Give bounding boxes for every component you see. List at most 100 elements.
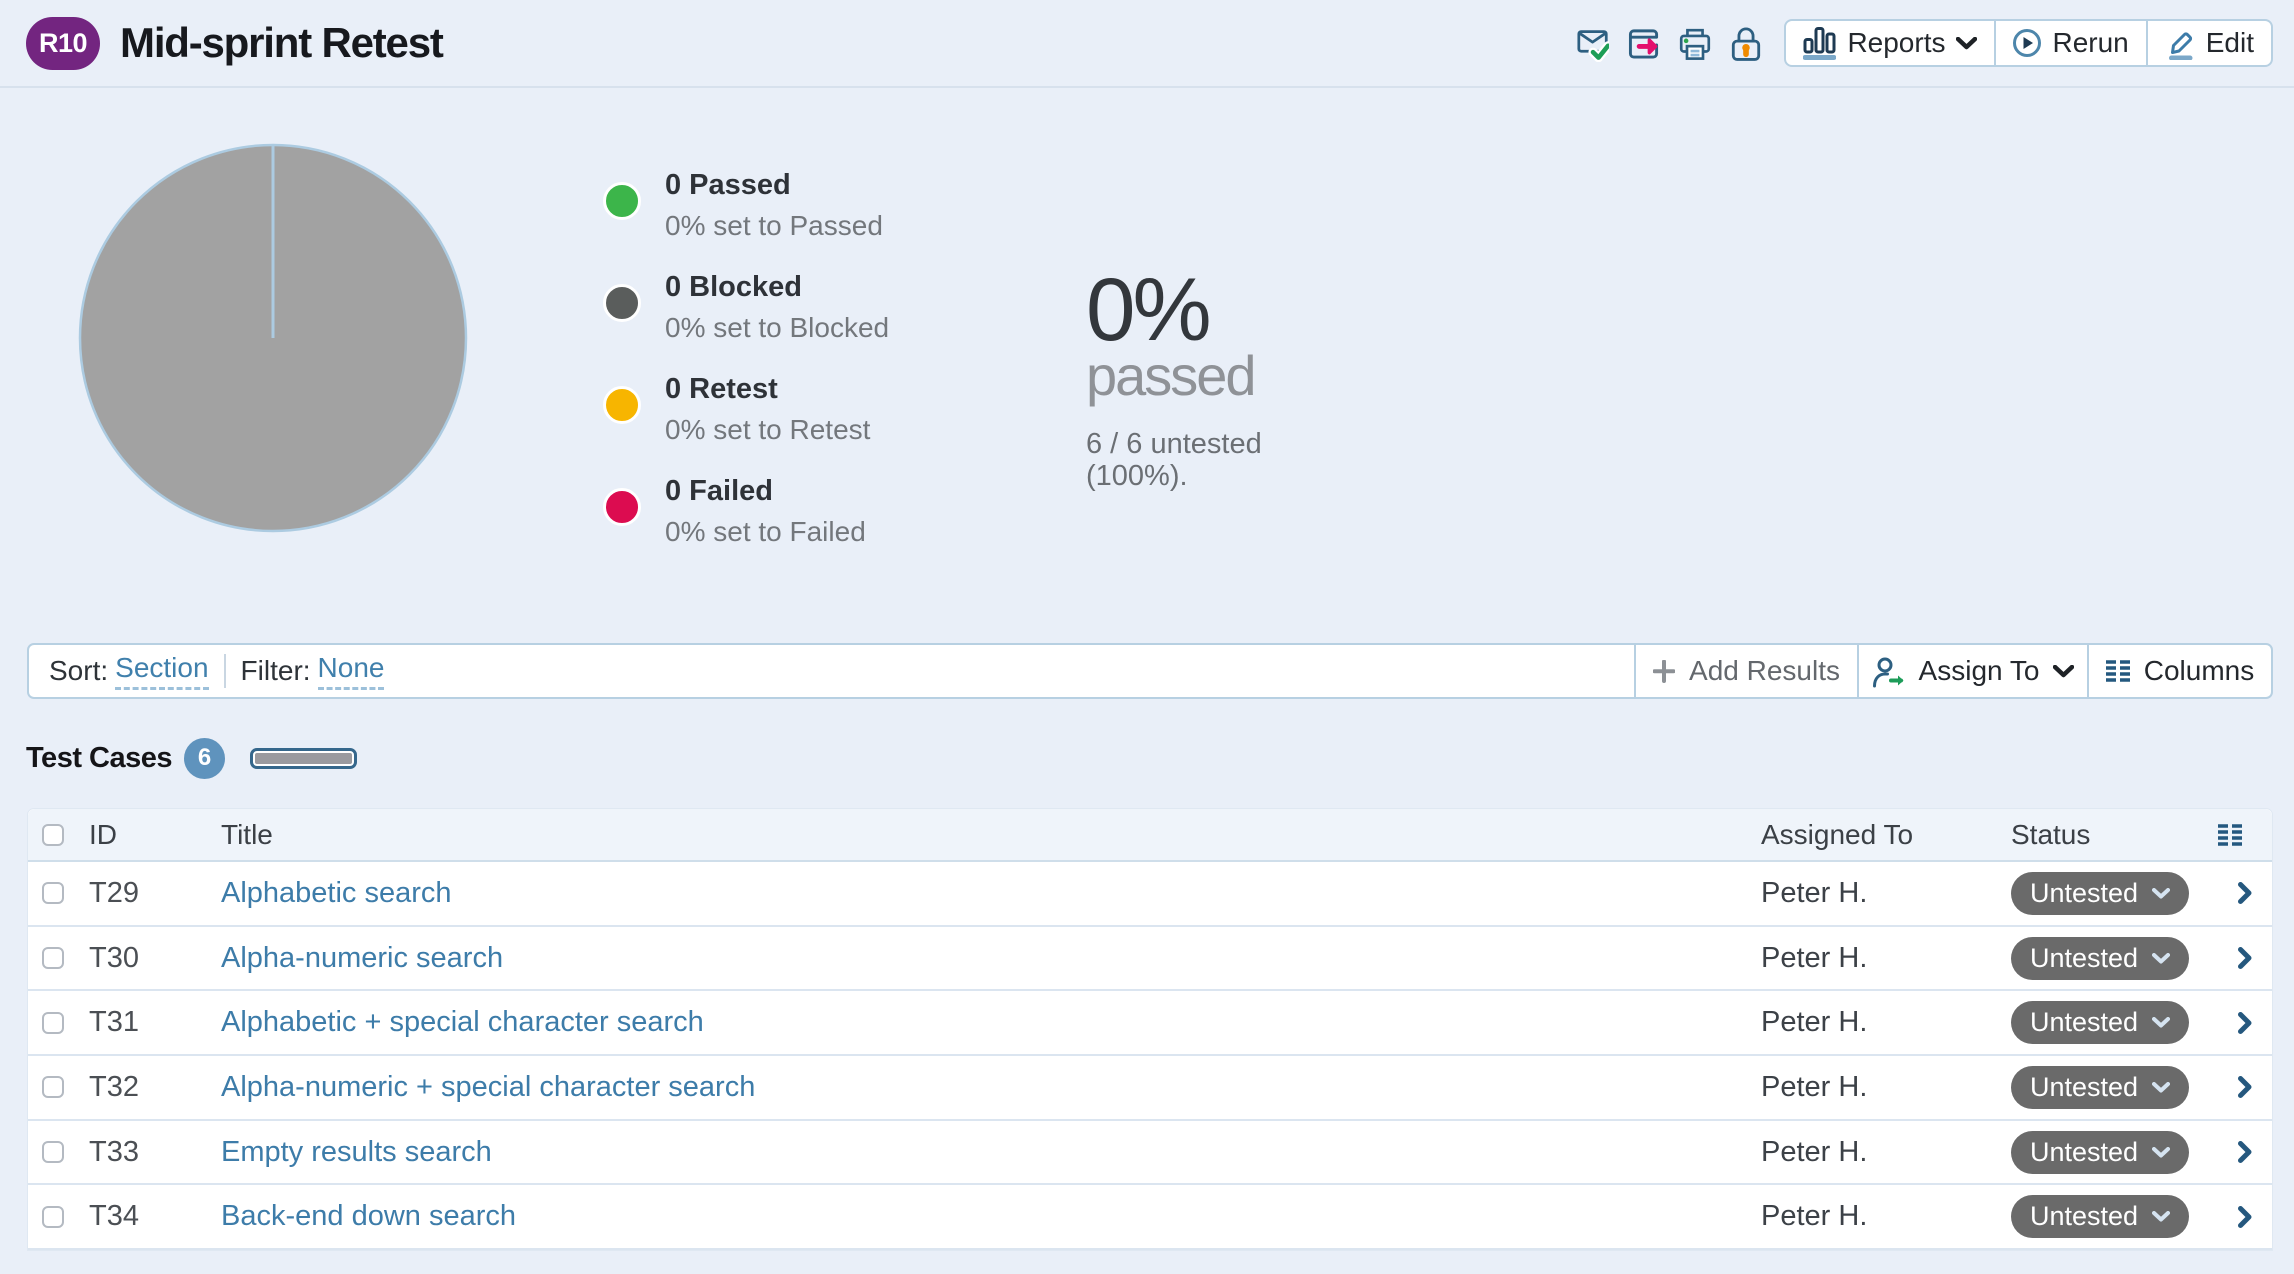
row-checkbox-cell [28,882,89,905]
add-results-label: Add Results [1689,655,1840,686]
table-body: T29 Alphabetic search Peter H. Untested … [28,862,2272,1251]
bar-chart-icon [1803,26,1836,60]
legend-item: 0 Failed 0% set to Failed [603,473,889,575]
row-checkbox[interactable] [42,1205,64,1228]
case-id: T33 [89,1135,139,1168]
table-columns-icon[interactable] [2217,823,2272,846]
lock-icon[interactable] [1730,24,1762,62]
row-checkbox[interactable] [42,1076,64,1099]
print-icon[interactable] [1679,24,1711,62]
status-cell: Untested [2011,936,2217,980]
status-label: Untested [2029,942,2139,973]
mini-progress-fill [255,752,352,764]
plus-icon [1653,659,1676,683]
legend-dot [603,488,641,526]
assign-to-button[interactable]: Assign To [1857,645,2087,697]
status-dropdown[interactable]: Untested [2011,1065,2189,1109]
status-cell: Untested [2011,1001,2217,1045]
case-title-link[interactable]: Back-end down search [221,1200,516,1233]
open-case-chevron[interactable] [2217,882,2272,904]
pass-rate-percent: 0% [1086,259,1212,359]
reports-button-label: Reports [1847,27,1946,58]
chevron-down-icon [2152,1146,2171,1158]
mini-progress-bar [250,747,357,769]
table-row: T29 Alphabetic search Peter H. Untested [28,862,2272,927]
status-dropdown[interactable]: Untested [2011,936,2189,980]
sort-filter-bar: Sort: Section Filter: None [29,645,1634,697]
table-row: T30 Alpha-numeric search Peter H. Untest… [28,926,2272,992]
app-header: R10 Mid-sprint Retest Reports Rerun Edit [0,0,2294,88]
chevron-down-icon [2152,1211,2171,1222]
case-title-cell: Empty results search [221,1136,1761,1169]
status-label: Untested [2029,1201,2139,1232]
filter-value-link[interactable]: None [317,652,385,690]
export-icon[interactable] [1628,24,1660,62]
case-title-link[interactable]: Empty results search [221,1135,492,1168]
open-case-chevron[interactable] [2217,947,2272,969]
select-all-cell [28,823,89,846]
row-checkbox-cell [28,1076,89,1099]
column-header-status: Status [2011,818,2091,850]
status-dropdown[interactable]: Untested [2011,871,2189,915]
status-dropdown[interactable]: Untested [2011,1001,2189,1045]
status-cell: Untested [2011,1195,2217,1239]
row-checkbox[interactable] [42,947,64,970]
column-header-title: Title [221,818,273,850]
sort-value-link[interactable]: Section [115,652,209,690]
case-assigned-to: Peter H. [1761,876,1868,909]
columns-button[interactable]: Columns [2087,645,2271,697]
toolbar-divider [223,654,226,688]
pass-rate-caption: passed [1086,344,1257,407]
row-checkbox[interactable] [42,882,64,905]
legend-sublabel: 0% set to Blocked [665,312,890,343]
test-cases-table: ID Title Assigned To Status T29 Alphabet… [27,808,2273,1252]
case-title-cell: Alpha-numeric + special character search [221,1071,1761,1104]
status-label: Untested [2029,877,2139,908]
rerun-button[interactable]: Rerun [1994,21,2145,65]
legend-sublabel: 0% set to Retest [665,414,871,445]
open-case-chevron[interactable] [2217,1206,2272,1228]
page-title: Mid-sprint Retest [120,19,444,66]
case-title-cell: Alphabetic + special character search [221,1006,1761,1039]
run-id-badge: R10 [26,16,101,70]
legend-label: 0 Passed [665,169,791,201]
case-assigned-to: Peter H. [1761,941,1868,974]
add-results-button[interactable]: Add Results [1634,645,1857,697]
email-notifications-icon[interactable] [1577,24,1609,62]
case-title-cell: Alphabetic search [221,877,1761,910]
legend-text: 0 Blocked 0% set to Blocked [665,269,889,345]
row-checkbox-cell [28,1141,89,1164]
edit-button[interactable]: Edit [2145,21,2271,65]
chevron-down-icon [2053,665,2074,678]
header-actions: Reports Rerun Edit [1577,19,2273,67]
case-assigned-to: Peter H. [1761,1070,1868,1103]
legend-sublabel: 0% set to Passed [665,210,883,241]
case-title-link[interactable]: Alphabetic + special character search [221,1006,704,1039]
row-checkbox[interactable] [42,1011,64,1034]
case-title-link[interactable]: Alphabetic search [221,876,452,909]
edit-button-label: Edit [2205,27,2254,58]
open-case-chevron[interactable] [2217,1012,2272,1034]
row-checkbox-cell [28,1205,89,1228]
legend-dot [603,386,641,424]
play-icon [2013,29,2042,57]
run-summary: 0 Passed 0% set to Passed 0 Blocked 0% s… [0,88,2294,643]
case-title-link[interactable]: Alpha-numeric search [221,941,504,974]
filter-label: Filter: [240,655,311,686]
case-assigned-to: Peter H. [1761,1135,1868,1168]
pass-rate-summary: 0% passed 6 / 6 untested (100%). [1086,259,1262,493]
row-checkbox[interactable] [42,1141,64,1164]
chevron-down-icon [2152,1017,2171,1028]
status-dropdown[interactable]: Untested [2011,1130,2189,1174]
select-all-checkbox[interactable] [42,823,64,846]
header-icon-row [1577,24,1762,62]
case-title-link[interactable]: Alpha-numeric + special character search [221,1070,756,1103]
case-id: T31 [89,1006,139,1039]
table-row: T34 Back-end down search Peter H. Untest… [28,1185,2272,1251]
reports-button[interactable]: Reports [1786,21,1994,65]
row-checkbox-cell [28,947,89,970]
status-cell: Untested [2011,1065,2217,1109]
status-dropdown[interactable]: Untested [2011,1195,2189,1239]
open-case-chevron[interactable] [2217,1141,2272,1163]
open-case-chevron[interactable] [2217,1076,2272,1098]
